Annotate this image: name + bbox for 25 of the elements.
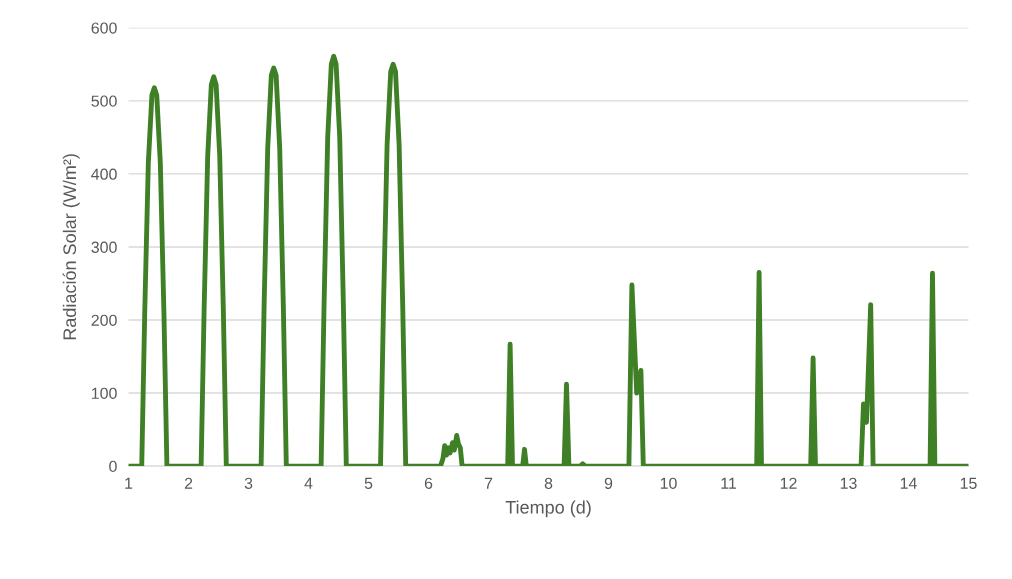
y-tick-label: 0	[109, 460, 117, 473]
x-tick-label: 2	[184, 477, 193, 489]
x-tick-label: 7	[484, 477, 493, 489]
x-tick-label: 11	[721, 477, 737, 489]
x-tick-label: 6	[424, 477, 433, 489]
x-tick-label: 10	[660, 477, 677, 489]
y-tick-label: 200	[91, 314, 117, 326]
y-tick-label: 500	[91, 95, 117, 107]
x-tick-label: 4	[304, 477, 313, 489]
x-tick-label: 1	[125, 477, 133, 489]
y-tick-label: 400	[91, 168, 117, 180]
x-axis-title: Tiempo (d)	[505, 500, 591, 518]
x-tick-label: 5	[364, 477, 373, 489]
x-tick-label: 8	[544, 477, 553, 489]
x-tick-label: 13	[840, 477, 857, 489]
x-tick-label: 14	[900, 477, 917, 489]
y-tick-label: 100	[91, 387, 117, 399]
x-tick-label: 12	[780, 477, 797, 489]
y-tick-label: 300	[91, 241, 117, 253]
y-tick-label: 600	[91, 22, 117, 34]
y-axis-title: Radiación Solar (W/m²)	[62, 154, 80, 340]
x-tick-label: 15	[960, 477, 977, 489]
x-tick-label: 3	[244, 477, 253, 489]
line-series	[128, 53, 969, 467]
x-tick-label: 9	[604, 477, 613, 489]
